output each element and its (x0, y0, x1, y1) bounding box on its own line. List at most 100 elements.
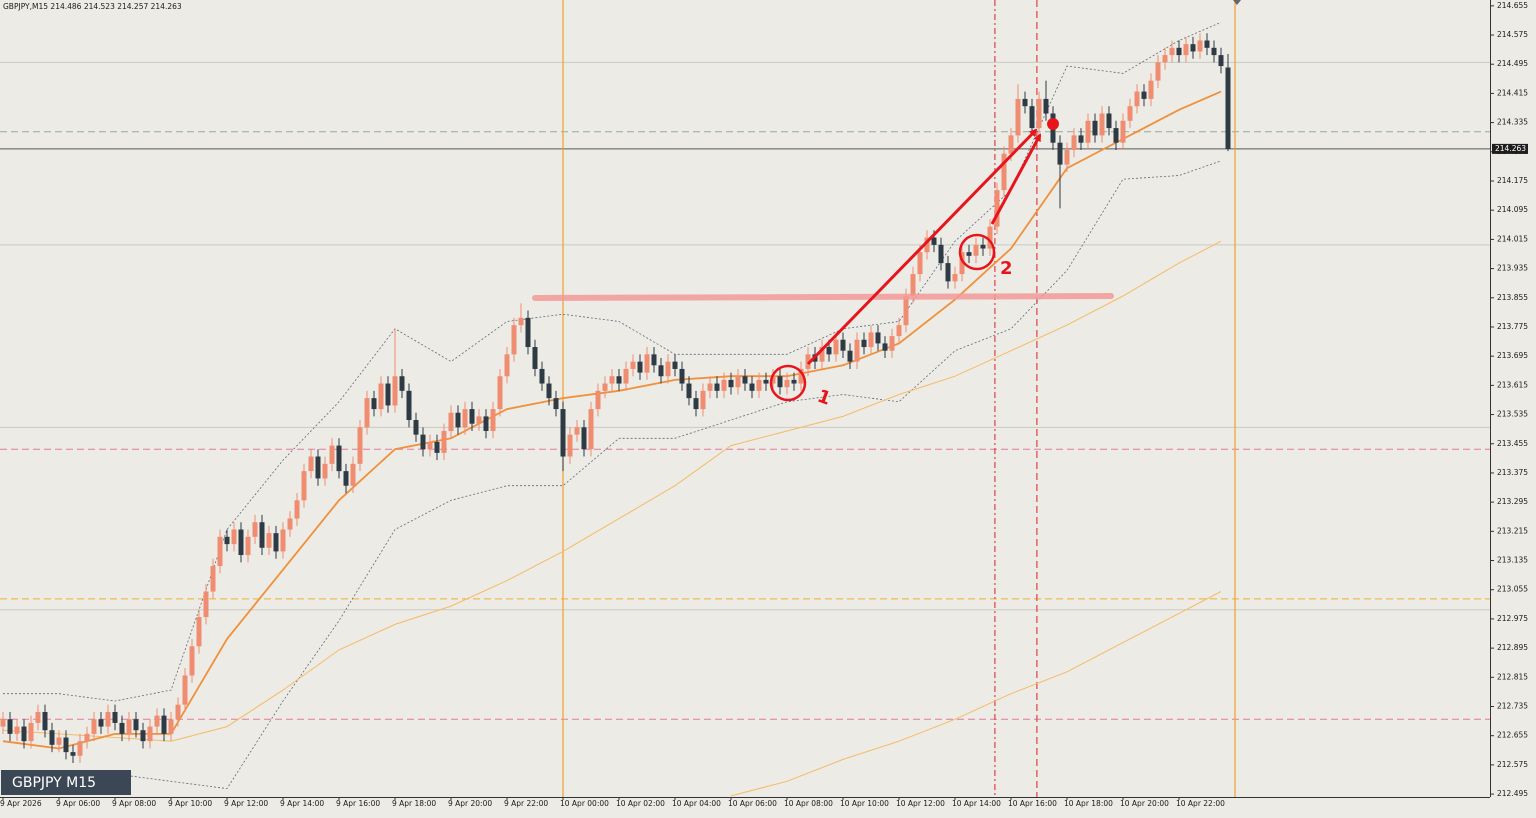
candle-body (329, 445, 335, 464)
indicator-line (730, 591, 1222, 797)
high-value: 214.523 (84, 2, 115, 11)
candle-body (945, 263, 951, 282)
candle-body (749, 383, 755, 391)
x-tick-label: 9 Apr 10:00 (168, 799, 212, 808)
x-tick-label: 9 Apr 18:00 (392, 799, 436, 808)
candles (0, 33, 1231, 764)
indicator-line (2, 240, 1222, 742)
candle-body (539, 368, 545, 384)
y-tick-label: 214.335 (1497, 118, 1528, 127)
candle-body (56, 737, 62, 745)
circle-2 (958, 233, 996, 271)
candle-body (434, 441, 440, 453)
candle-body (819, 347, 825, 362)
candle-body (322, 463, 328, 479)
indicator-line (3, 21, 1222, 702)
x-tick-label: 10 Apr 14:00 (952, 799, 1001, 808)
candle-body (966, 252, 972, 256)
candle-body (280, 529, 286, 552)
candle-body (532, 347, 538, 369)
candle-body (98, 719, 104, 727)
candle-body (469, 409, 475, 424)
candle-body (217, 536, 223, 567)
candle-body (252, 522, 258, 537)
x-tick-label: 10 Apr 00:00 (560, 799, 609, 808)
open-value: 214.486 (50, 2, 81, 11)
x-tick-label: 10 Apr 10:00 (840, 799, 889, 808)
candle-body (119, 722, 125, 734)
candle-body (147, 726, 153, 742)
candle-body (1106, 113, 1112, 129)
y-tick-label: 213.055 (1497, 585, 1528, 594)
circle-1 (769, 364, 807, 402)
candle-body (1176, 47, 1182, 56)
candle-body (917, 252, 923, 275)
candle-body (399, 376, 405, 391)
candle-body (595, 390, 601, 410)
candle-body (567, 434, 573, 457)
candle-body (707, 383, 713, 391)
candle-body (1225, 67, 1231, 149)
candle-body (21, 726, 27, 742)
candle-body (889, 336, 895, 351)
candle-body (413, 420, 419, 435)
candle-body (1029, 106, 1035, 129)
candle-body (336, 445, 342, 472)
candle-body (112, 711, 118, 723)
candle-body (574, 427, 580, 435)
candle-body (1218, 55, 1224, 67)
candle-body (1078, 135, 1084, 143)
x-tick-label: 9 Apr 06:00 (56, 799, 100, 808)
x-tick-label: 10 Apr 02:00 (616, 799, 665, 808)
candle-body (980, 244, 986, 249)
y-tick-label: 213.135 (1497, 556, 1528, 565)
candle-body (1001, 153, 1007, 191)
candle-body (126, 719, 132, 734)
candle-body (882, 343, 888, 351)
y-tick-label: 213.215 (1497, 526, 1528, 535)
candle-body (1148, 80, 1154, 99)
candle-body (1211, 47, 1217, 56)
x-tick-label: 10 Apr 12:00 (896, 799, 945, 808)
candle-body (630, 361, 636, 369)
candle-body (406, 390, 412, 421)
y-tick-label: 214.175 (1497, 176, 1528, 185)
candle-body (735, 376, 741, 388)
drawn-level (532, 293, 1114, 301)
arrow (990, 133, 1042, 225)
x-tick-label: 10 Apr 22:00 (1176, 799, 1225, 808)
candle-body (938, 244, 944, 264)
candle-body (1113, 128, 1119, 143)
header: GBPJPY,M15 214.486 214.523 214.257 214.2… (3, 2, 182, 11)
candle-body (497, 376, 503, 410)
y-tick-label: 213.935 (1497, 264, 1528, 273)
candle-body (182, 675, 188, 705)
candle-body (343, 471, 349, 486)
candle-body (266, 533, 272, 548)
x-tick-label: 10 Apr 18:00 (1064, 799, 1113, 808)
candle-body (462, 409, 468, 428)
candle-body (861, 339, 867, 348)
candle-body (77, 741, 83, 756)
candle-body (91, 719, 97, 734)
y-tick-label: 212.655 (1497, 731, 1528, 740)
y-tick-label: 212.975 (1497, 614, 1528, 623)
candle-body (840, 339, 846, 351)
y-tick-label: 214.655 (1497, 1, 1528, 10)
candle-body (546, 383, 552, 399)
candle-body (483, 416, 489, 431)
candle-body (1120, 120, 1126, 143)
candle-body (693, 398, 699, 410)
candle-body (1008, 135, 1014, 154)
annotation-label: 2 (1000, 258, 1013, 279)
candle-body (1057, 142, 1063, 165)
candle-body (63, 737, 69, 753)
candle-body (651, 354, 657, 366)
y-tick-label: 213.295 (1497, 497, 1528, 506)
symbol: GBPJPY,M15 (3, 2, 48, 11)
candle-body (770, 376, 776, 384)
candle-body (1197, 40, 1203, 52)
candle-body (315, 456, 321, 479)
